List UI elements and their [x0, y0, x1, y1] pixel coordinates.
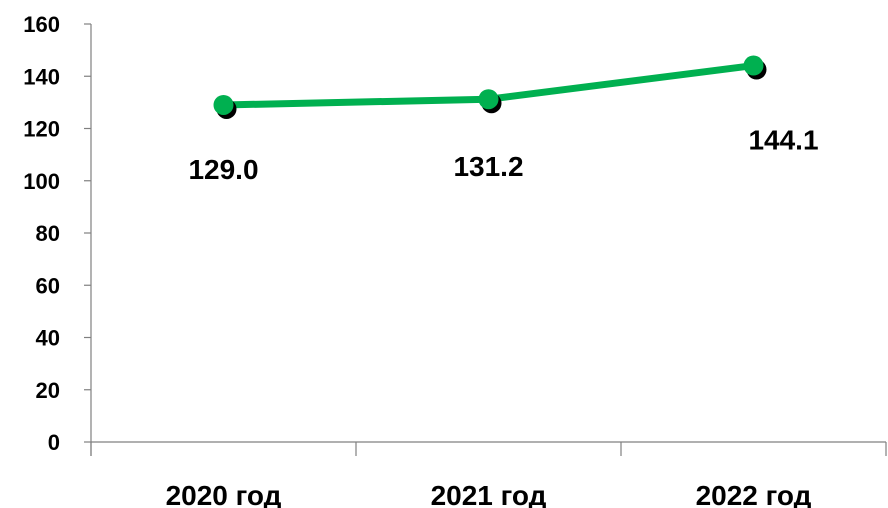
- data-label: 144.1: [748, 125, 818, 156]
- data-label: 131.2: [453, 151, 523, 182]
- data-point: [213, 94, 234, 115]
- y-tick-label: 20: [36, 378, 60, 403]
- y-tick-label: 80: [36, 221, 60, 246]
- x-axis: 2020 год 2021 год 2022 год: [90, 441, 887, 508]
- data-point: [478, 89, 499, 110]
- y-tick-label: 120: [23, 117, 60, 142]
- x-category-label: 2020 год: [166, 480, 282, 508]
- y-tick-label: 160: [23, 12, 60, 37]
- y-tick-label: 140: [23, 64, 60, 89]
- data-label-layer: 129.0 131.2 144.1: [188, 125, 818, 185]
- data-point: [743, 55, 764, 76]
- x-category-label: 2021 год: [431, 480, 547, 508]
- y-tick-label: 60: [36, 273, 60, 298]
- data-label: 129.0: [188, 154, 258, 185]
- x-category-label: 2022 год: [696, 480, 812, 508]
- y-tick-label: 0: [48, 430, 60, 455]
- series-layer: [213, 55, 767, 119]
- y-axis: 0 20 40 60 80 100 120 140 160: [23, 12, 92, 456]
- y-tick-label: 100: [23, 169, 60, 194]
- y-tick-label: 40: [36, 326, 60, 351]
